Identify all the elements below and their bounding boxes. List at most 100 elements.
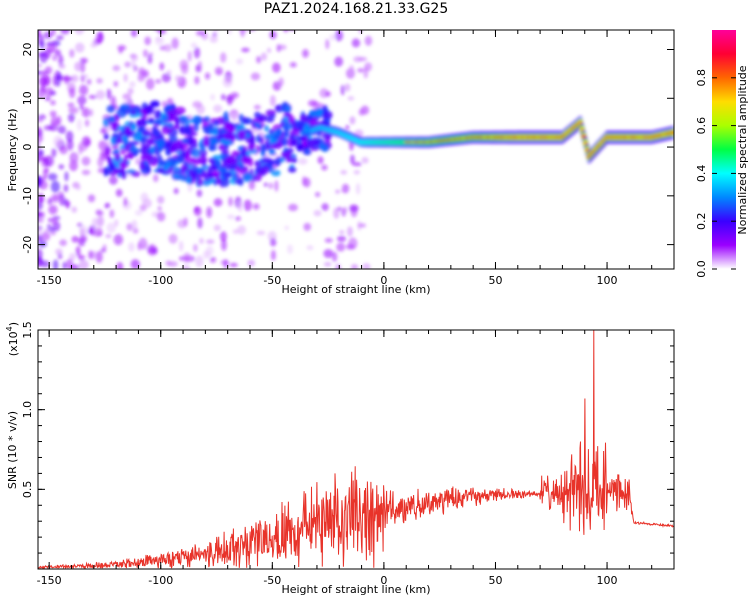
heatmap-cell [238, 201, 243, 213]
heatmap-cell [50, 100, 56, 106]
heatmap-cell [161, 101, 167, 108]
heatmap-cell [142, 49, 149, 58]
heatmap-cell [117, 172, 122, 178]
heatmap-cell [278, 77, 284, 87]
heatmap-cell [226, 94, 233, 106]
heatmap-cell [58, 63, 66, 69]
heatmap-cell [103, 132, 110, 141]
heatmap-cell [57, 253, 63, 260]
heatmap-cell [188, 168, 195, 179]
heatmap-cell [69, 48, 75, 58]
heatmap-cell [114, 152, 121, 162]
heatmap-cell [63, 74, 70, 85]
heatmap-cell [280, 136, 289, 147]
bottom-x-tick-label: 50 [488, 574, 502, 587]
heatmap-cell [65, 130, 74, 142]
heatmap-cell [48, 204, 58, 215]
heatmap-cell [220, 259, 230, 266]
heatmap-cell [68, 87, 76, 99]
heatmap-cell [129, 81, 136, 88]
heatmap-cell [340, 169, 348, 175]
heatmap-cell [183, 125, 193, 136]
heatmap-cell [355, 183, 361, 195]
heatmap-cell [321, 164, 328, 171]
heatmap-cell [78, 260, 89, 269]
heatmap-cell [56, 115, 62, 126]
heatmap-cell [105, 234, 112, 239]
heatmap-cell [49, 90, 57, 96]
heatmap-cell [178, 240, 184, 252]
heatmap-cell [65, 200, 71, 209]
heatmap-cell [334, 30, 344, 42]
heatmap-cell [152, 247, 158, 255]
heatmap-cell [237, 129, 246, 140]
heatmap-cell [209, 145, 217, 152]
colorbar: 0.0 0.2 0.4 0.6 0.8 Normalized spectral ampl… [695, 30, 749, 278]
heatmap-cell [317, 156, 324, 165]
heatmap-cell [287, 114, 292, 123]
heatmap-cell [247, 30, 256, 32]
heatmap-cell [197, 217, 203, 229]
heatmap-cell [54, 49, 61, 57]
heatmap-cell [96, 215, 104, 227]
heatmap-cell [290, 138, 298, 147]
heatmap-cell [194, 76, 200, 85]
heatmap-cell [223, 131, 234, 141]
heatmap-cell [213, 120, 220, 127]
heatmap-cell [38, 149, 44, 156]
colorbar-tick-label: 0.4 [695, 165, 708, 183]
heatmap-cell [239, 122, 245, 131]
heatmap-cell [347, 96, 355, 101]
heatmap-cell [214, 30, 218, 31]
heatmap-cell [172, 166, 181, 174]
heatmap-cell [123, 197, 128, 207]
heatmap-cell [57, 125, 67, 134]
heatmap-cell [51, 41, 57, 53]
heatmap-cell [154, 118, 163, 126]
top-y-tick-label: -10 [21, 187, 34, 205]
heatmap-cell [259, 143, 266, 153]
heatmap-cell [256, 56, 262, 64]
heatmap-cell [121, 135, 127, 141]
heatmap-cell [283, 30, 289, 33]
heatmap-cell [66, 139, 74, 151]
heatmap-cell [269, 95, 276, 107]
heatmap-cell [288, 203, 299, 212]
heatmap-cell [90, 42, 98, 48]
heatmap-cell [161, 73, 171, 83]
heatmap-cell [221, 239, 227, 251]
heatmap-cell [157, 30, 167, 35]
heatmap-cell [203, 138, 210, 147]
heatmap-cell [95, 250, 103, 263]
heatmap-cell [109, 209, 115, 218]
heatmap-cell [138, 67, 146, 75]
heatmap-cell [106, 105, 115, 113]
heatmap-cell [283, 150, 292, 159]
heatmap-cell [147, 160, 155, 166]
heatmap-cell [287, 166, 297, 173]
heatmap-cell [167, 261, 178, 267]
heatmap-cell [289, 62, 297, 68]
heatmap-cell [268, 128, 275, 135]
colorbar-tick-label: 0.2 [695, 212, 708, 230]
heatmap-cell [43, 31, 53, 40]
heatmap-cell [39, 40, 45, 50]
heatmap-cell [79, 104, 84, 110]
heatmap-cell [88, 94, 98, 100]
heatmap-cell [321, 203, 329, 211]
bottom-x-tick-label: -150 [37, 574, 62, 587]
heatmap-cell [283, 127, 290, 137]
heatmap-cell [76, 119, 83, 131]
heatmap-cell [285, 158, 294, 163]
heatmap-cell [206, 206, 213, 218]
heatmap-cell [278, 44, 287, 50]
heatmap-cell [263, 182, 269, 187]
heatmap-cell [140, 148, 147, 155]
heatmap-cell [250, 72, 261, 81]
heatmap-cell [221, 149, 230, 155]
heatmap-cell [89, 108, 94, 117]
heatmap-cell [199, 237, 204, 245]
heatmap-cell [67, 113, 75, 123]
heatmap-cell [172, 174, 179, 179]
heatmap-cell [46, 42, 52, 54]
